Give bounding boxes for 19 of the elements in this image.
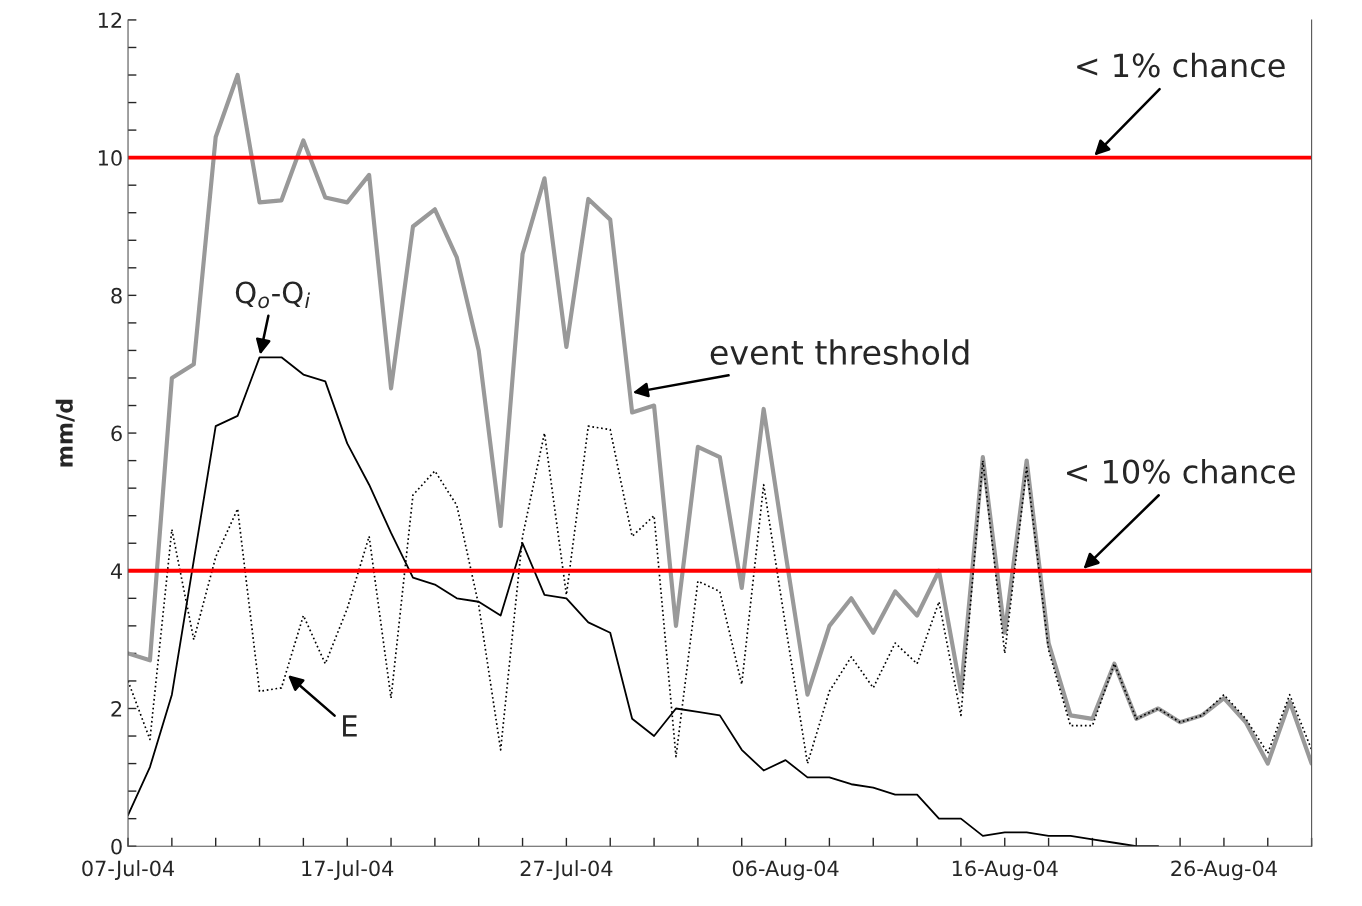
x-tick-label: 06-Aug-04	[732, 860, 839, 881]
x-tick-label: 07-Jul-04	[82, 860, 175, 881]
x-tick-label: 27-Jul-04	[520, 860, 613, 881]
x-tick-label: 26-Aug-04	[1171, 860, 1277, 881]
y-tick-label: 8	[111, 287, 122, 304]
y-axis-title: mm/d	[55, 399, 75, 467]
ref-line-label: < 10% chance	[1067, 458, 1295, 484]
ref-line-label: < 1% chance	[1077, 52, 1285, 78]
series-label: Q$_{o}$-Q$_{i}$	[235, 281, 311, 309]
text: event threshold	[710, 339, 969, 365]
y-tick-label: 10	[98, 150, 122, 166]
y-tick-label: 4	[110, 563, 122, 579]
series-label: E	[343, 715, 357, 737]
y-tick-label: 0	[111, 838, 122, 855]
y-tick-label: 12	[98, 12, 122, 28]
x-tick-label: 16-Aug-04	[952, 860, 1058, 881]
y-tick-label: 2	[111, 700, 122, 717]
x-tick-label: 17-Jul-04	[302, 860, 394, 881]
y-tick-label: 6	[111, 425, 122, 442]
